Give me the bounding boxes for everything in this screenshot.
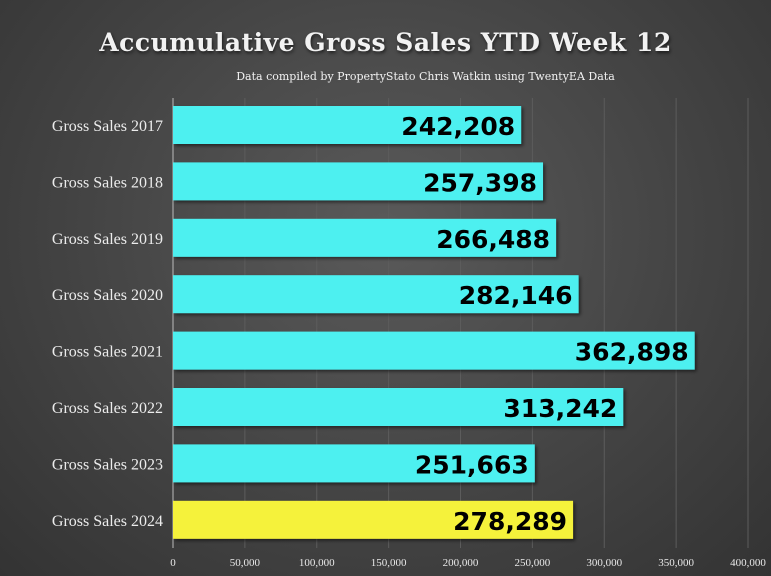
- data-label: 257,398: [423, 168, 537, 197]
- x-tick-label: 50,000: [230, 557, 261, 569]
- data-label: 313,242: [503, 394, 617, 423]
- category-label: Gross Sales 2023: [52, 456, 163, 473]
- data-label: 278,289: [453, 507, 567, 536]
- bar: [173, 275, 579, 314]
- category-label: Gross Sales 2018: [52, 174, 163, 191]
- x-tick-label: 100,000: [299, 557, 335, 569]
- x-tick-label: 250,000: [515, 557, 551, 569]
- data-label: 242,208: [401, 112, 515, 141]
- chart-subtitle: Data compiled by PropertyStato Chris Wat…: [236, 70, 615, 83]
- chart-title: Accumulative Gross Sales YTD Week 12: [99, 28, 672, 57]
- x-tick-label: 400,000: [730, 557, 766, 569]
- x-tick-label: 150,000: [371, 557, 407, 569]
- bar: [173, 388, 624, 426]
- data-label: 362,898: [575, 338, 689, 367]
- data-label: 282,146: [459, 281, 573, 310]
- category-label: Gross Sales 2021: [52, 344, 163, 361]
- category-label: Gross Sales 2020: [52, 287, 163, 304]
- bar: [173, 444, 535, 483]
- bar: [173, 162, 544, 201]
- category-label: Gross Sales 2022: [52, 400, 163, 417]
- x-tick-label: 300,000: [586, 557, 622, 569]
- data-label: 266,488: [436, 225, 550, 254]
- category-label: Gross Sales 2019: [52, 231, 163, 248]
- x-tick-label: 350,000: [658, 557, 694, 569]
- x-tick-label: 0: [170, 557, 176, 569]
- x-tick-label: 200,000: [443, 557, 479, 569]
- bar: [173, 106, 522, 144]
- category-label: Gross Sales 2017: [52, 118, 163, 135]
- data-label: 251,663: [415, 450, 529, 479]
- bar: [173, 218, 557, 257]
- category-label: Gross Sales 2024: [52, 513, 163, 530]
- bar: [173, 500, 574, 539]
- bar: [173, 331, 695, 370]
